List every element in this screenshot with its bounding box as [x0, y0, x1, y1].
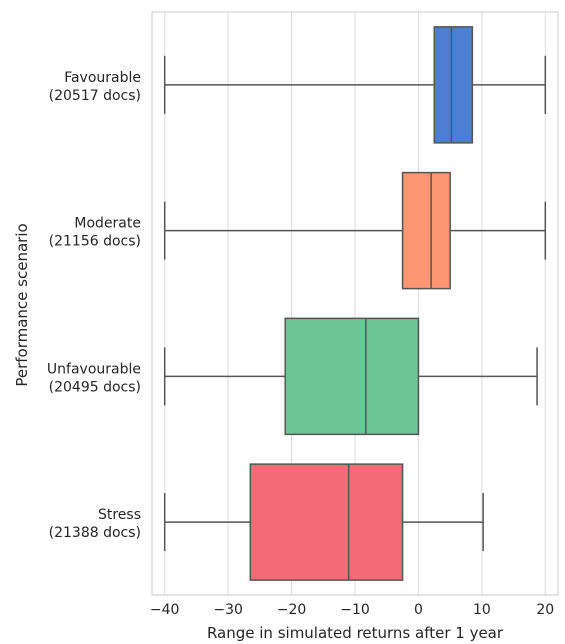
- box-favourable: [163, 26, 547, 144]
- x-tick-label: −40: [150, 602, 180, 618]
- category-count: (21156 docs): [49, 234, 141, 250]
- y-axis-title: Performance scenario: [13, 223, 31, 386]
- x-tick-label: 10: [473, 602, 491, 618]
- category-label: Favourable: [64, 70, 141, 86]
- x-tick-label: −10: [340, 602, 370, 618]
- x-tick-label: 0: [414, 602, 423, 618]
- x-axis-title: Range in simulated returns after 1 year: [207, 624, 504, 642]
- category-label: Unfavourable: [47, 361, 141, 377]
- iqr-box: [284, 317, 420, 436]
- x-tick-labels: −40 −30 −20 −10 0 10 20: [150, 602, 554, 618]
- iqr-box: [433, 26, 474, 144]
- plot-area: [151, 11, 559, 596]
- y-category-labels: Favourable (20517 docs) Moderate (21156 doc…: [47, 70, 141, 541]
- category-count: (21388 docs): [49, 525, 141, 541]
- box-moderate: [163, 171, 547, 290]
- x-tick-label: −30: [213, 602, 243, 618]
- x-tick-label: −20: [277, 602, 307, 618]
- category-count: (20495 docs): [49, 379, 141, 395]
- category-count: (20517 docs): [49, 88, 141, 104]
- x-tick-label: 20: [536, 602, 554, 618]
- box-stress: [163, 463, 484, 581]
- box-unfavourable: [163, 317, 538, 436]
- category-label: Moderate: [74, 216, 141, 232]
- category-label: Stress: [98, 507, 141, 523]
- iqr-box: [401, 171, 451, 290]
- boxes-layer: [163, 26, 547, 581]
- iqr-box: [249, 463, 404, 581]
